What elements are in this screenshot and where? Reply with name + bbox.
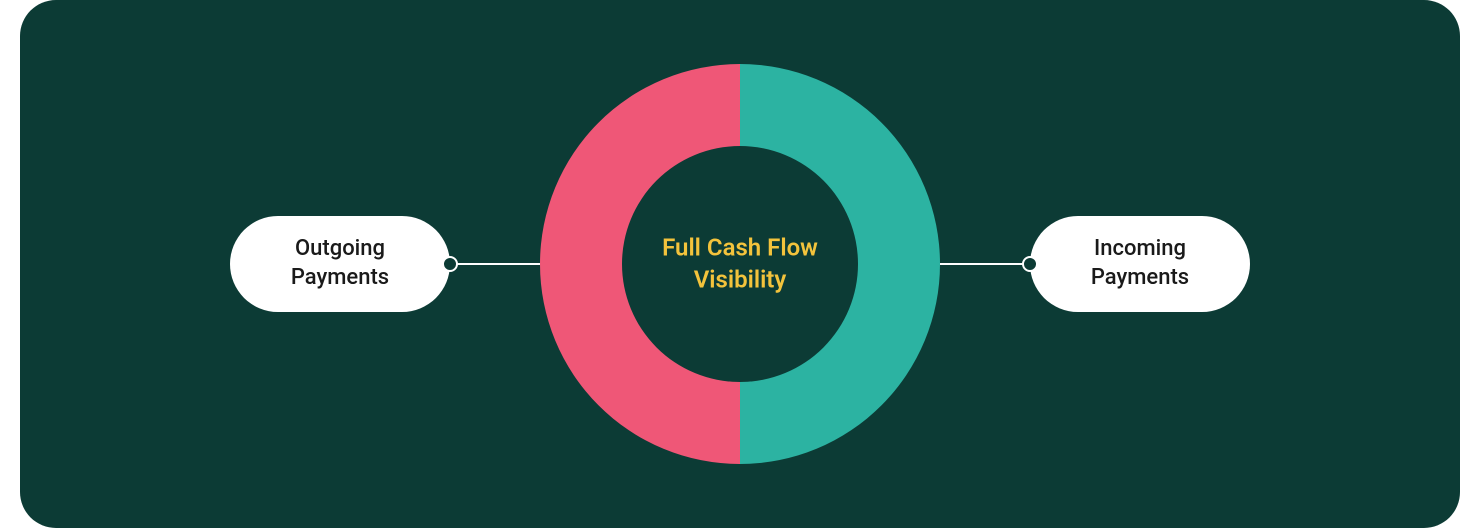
donut-center-label: Full Cash Flow Visibility (662, 232, 818, 297)
donut-chart: Full Cash Flow Visibility (540, 64, 940, 464)
right-connector (930, 254, 1040, 274)
left-label-pill: Outgoing Payments (230, 216, 450, 312)
left-connector (440, 254, 550, 274)
right-label-pill: Incoming Payments (1030, 216, 1250, 312)
right-label-text: Incoming Payments (1091, 235, 1189, 292)
left-label-text: Outgoing Payments (291, 235, 389, 292)
infographic-card: Full Cash Flow Visibility Outgoing Paymen… (0, 0, 1480, 528)
